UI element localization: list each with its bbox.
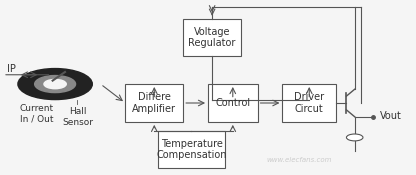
- FancyBboxPatch shape: [158, 131, 225, 169]
- Text: Hall
Sensor: Hall Sensor: [62, 107, 93, 127]
- FancyBboxPatch shape: [125, 84, 183, 122]
- Circle shape: [18, 69, 92, 100]
- Text: Differe
Amplifier: Differe Amplifier: [132, 92, 176, 114]
- Circle shape: [35, 76, 76, 93]
- Text: www.elecfans.com: www.elecfans.com: [266, 157, 332, 163]
- Text: Current
In / Out: Current In / Out: [20, 104, 54, 124]
- Text: Control: Control: [215, 98, 250, 108]
- Text: Temperature
Compensation: Temperature Compensation: [156, 139, 227, 160]
- Text: Voltage
Regulator: Voltage Regulator: [188, 27, 236, 48]
- Text: IP: IP: [7, 64, 16, 74]
- Circle shape: [347, 134, 363, 141]
- FancyBboxPatch shape: [282, 84, 336, 122]
- FancyBboxPatch shape: [183, 19, 241, 57]
- Text: Vout: Vout: [379, 111, 401, 121]
- Circle shape: [44, 79, 66, 89]
- Text: Driver
Circut: Driver Circut: [294, 92, 324, 114]
- FancyBboxPatch shape: [208, 84, 258, 122]
